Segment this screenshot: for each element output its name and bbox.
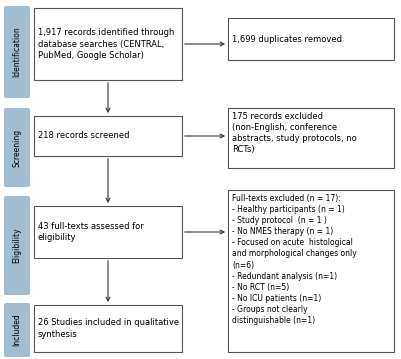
Text: 1,917 records identified through
database searches (CENTRAL,
PubMed, Google Scho: 1,917 records identified through databas… — [38, 28, 174, 60]
Text: Included: Included — [12, 314, 22, 346]
Text: 26 Studies included in qualitative
synthesis: 26 Studies included in qualitative synth… — [38, 318, 179, 339]
Text: Screening: Screening — [12, 129, 22, 167]
Text: 218 records screened: 218 records screened — [38, 131, 130, 140]
Text: Eligibility: Eligibility — [12, 228, 22, 263]
FancyBboxPatch shape — [4, 303, 30, 357]
FancyBboxPatch shape — [4, 6, 30, 98]
Bar — [34, 8, 182, 80]
Text: Identification: Identification — [12, 27, 22, 78]
Text: 175 records excluded
(non-English, conference
abstracts, study protocols, no
RCT: 175 records excluded (non-English, confe… — [232, 112, 357, 154]
Bar — [34, 116, 182, 156]
Bar — [34, 206, 182, 258]
Text: 43 full-texts assessed for
eligibility: 43 full-texts assessed for eligibility — [38, 222, 144, 242]
Bar — [228, 18, 394, 60]
Text: 1,699 duplicates removed: 1,699 duplicates removed — [232, 34, 342, 43]
Bar — [34, 305, 182, 352]
Text: Full-texts excluded (n = 17):
- Healthy participants (n = 1)
- Study protocol  (: Full-texts excluded (n = 17): - Healthy … — [232, 194, 357, 325]
FancyBboxPatch shape — [4, 108, 30, 187]
Bar — [228, 190, 394, 352]
Bar — [228, 108, 394, 168]
FancyBboxPatch shape — [4, 196, 30, 295]
